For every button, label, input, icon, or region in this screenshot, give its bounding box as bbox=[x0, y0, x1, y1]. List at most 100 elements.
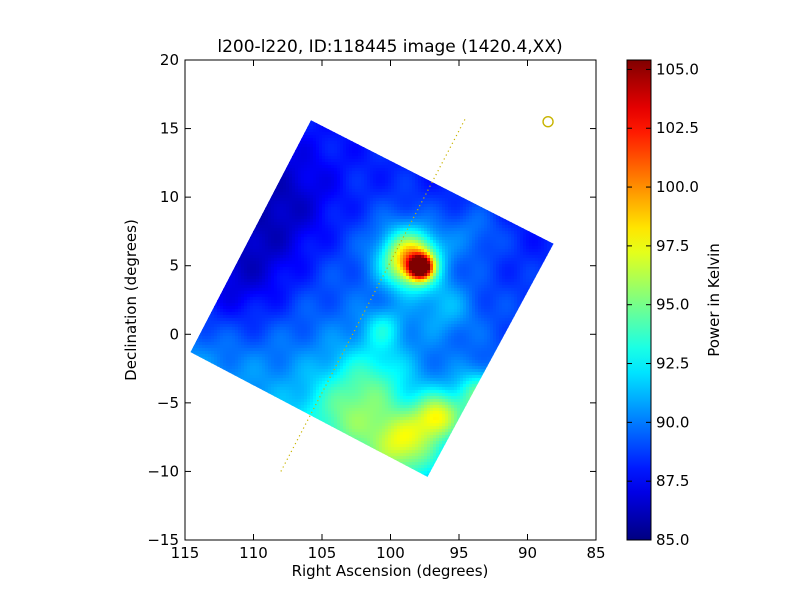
heatmap-cell bbox=[397, 177, 401, 181]
heatmap-cell bbox=[424, 213, 428, 217]
heatmap-cell bbox=[355, 237, 359, 241]
heatmap-cell bbox=[328, 231, 332, 235]
heatmap-cell bbox=[421, 237, 425, 241]
heatmap-cell bbox=[361, 216, 365, 220]
heatmap-cell bbox=[388, 237, 392, 241]
heatmap-cell bbox=[391, 186, 395, 190]
heatmap-cell bbox=[280, 183, 284, 187]
heatmap-cell bbox=[406, 216, 410, 220]
heatmap-cell bbox=[514, 225, 518, 229]
heatmap-cell bbox=[388, 228, 392, 232]
heatmap-cell bbox=[325, 213, 329, 217]
heatmap-cell bbox=[283, 183, 287, 187]
heatmap-cell bbox=[517, 234, 521, 238]
heatmap-cell bbox=[274, 192, 278, 196]
heatmap-cell bbox=[436, 204, 440, 208]
heatmap-cell bbox=[382, 171, 386, 175]
heatmap-cell bbox=[316, 192, 320, 196]
heatmap-cell bbox=[433, 225, 437, 229]
heatmap-cell bbox=[301, 213, 305, 217]
heatmap-cell bbox=[340, 240, 344, 244]
heatmap-cell bbox=[400, 234, 404, 238]
heatmap-cell bbox=[496, 216, 500, 220]
heatmap-cell bbox=[400, 231, 404, 235]
heatmap-cell bbox=[331, 162, 335, 166]
heatmap-cell bbox=[418, 183, 422, 187]
heatmap-cell bbox=[337, 234, 341, 238]
heatmap-cell bbox=[304, 177, 308, 181]
heatmap-cell bbox=[295, 180, 299, 184]
heatmap-cell bbox=[313, 156, 317, 160]
heatmap-cell bbox=[343, 144, 347, 148]
heatmap-cell bbox=[334, 183, 338, 187]
heatmap-cell bbox=[373, 204, 377, 208]
heatmap-cell bbox=[430, 198, 434, 202]
heatmap-cell bbox=[388, 180, 392, 184]
heatmap-cell bbox=[301, 240, 305, 244]
heatmap-cell bbox=[310, 204, 314, 208]
heatmap-cell bbox=[406, 225, 410, 229]
heatmap-cell bbox=[451, 213, 455, 217]
heatmap-cell bbox=[388, 174, 392, 178]
heatmap-cell bbox=[367, 162, 371, 166]
heatmap-cell bbox=[322, 156, 326, 160]
heatmap-cell bbox=[322, 150, 326, 154]
heatmap-cell bbox=[445, 231, 449, 235]
heatmap-cell bbox=[286, 195, 290, 199]
heatmap-cell bbox=[280, 201, 284, 205]
heatmap-cell bbox=[325, 195, 329, 199]
heatmap-cell bbox=[334, 198, 338, 202]
heatmap-cell bbox=[472, 231, 476, 235]
heatmap-cell bbox=[373, 174, 377, 178]
heatmap-cell bbox=[346, 159, 350, 163]
heatmap-cell bbox=[322, 135, 326, 139]
heatmap-cell bbox=[304, 240, 308, 244]
heatmap-cell bbox=[403, 219, 407, 223]
heatmap-cell bbox=[406, 240, 410, 244]
heatmap-cell bbox=[355, 168, 359, 172]
heatmap-cell bbox=[340, 180, 344, 184]
heatmap-cell bbox=[442, 192, 446, 196]
heatmap-cell bbox=[487, 240, 491, 244]
heatmap-cell bbox=[427, 219, 431, 223]
heatmap-cell bbox=[298, 165, 302, 169]
heatmap-cell bbox=[271, 213, 275, 217]
heatmap-cell bbox=[439, 240, 443, 244]
heatmap-cell bbox=[277, 222, 281, 226]
heatmap-cell bbox=[394, 219, 398, 223]
heatmap-cell bbox=[427, 189, 431, 193]
heatmap-cell bbox=[397, 192, 401, 196]
heatmap-cell bbox=[280, 180, 284, 184]
heatmap-cell bbox=[304, 129, 308, 133]
heatmap-cell bbox=[373, 189, 377, 193]
heatmap-cell bbox=[274, 189, 278, 193]
heatmap-cell bbox=[334, 189, 338, 193]
heatmap-cell bbox=[316, 207, 320, 211]
heatmap-cell bbox=[394, 195, 398, 199]
heatmap-cell bbox=[520, 240, 524, 244]
heatmap-cell bbox=[406, 204, 410, 208]
heatmap-cell bbox=[355, 198, 359, 202]
heatmap-cell bbox=[457, 237, 461, 241]
heatmap-cell bbox=[304, 189, 308, 193]
heatmap-cell bbox=[415, 201, 419, 205]
heatmap-cell bbox=[319, 165, 323, 169]
heatmap-cell bbox=[343, 165, 347, 169]
heatmap-cell bbox=[340, 207, 344, 211]
heatmap-cell bbox=[490, 240, 494, 244]
heatmap-cell bbox=[370, 189, 374, 193]
heatmap-cell bbox=[367, 159, 371, 163]
heatmap-cell bbox=[370, 198, 374, 202]
heatmap-cell bbox=[298, 195, 302, 199]
heatmap-cell bbox=[355, 147, 359, 151]
heatmap-cell bbox=[355, 213, 359, 217]
heatmap-cell bbox=[469, 213, 473, 217]
heatmap-cell bbox=[268, 237, 272, 241]
heatmap-cell bbox=[391, 177, 395, 181]
heatmap-cell bbox=[409, 213, 413, 217]
heatmap-cell bbox=[403, 186, 407, 190]
heatmap-cell bbox=[313, 189, 317, 193]
heatmap-cell bbox=[331, 213, 335, 217]
heatmap-cell bbox=[436, 237, 440, 241]
